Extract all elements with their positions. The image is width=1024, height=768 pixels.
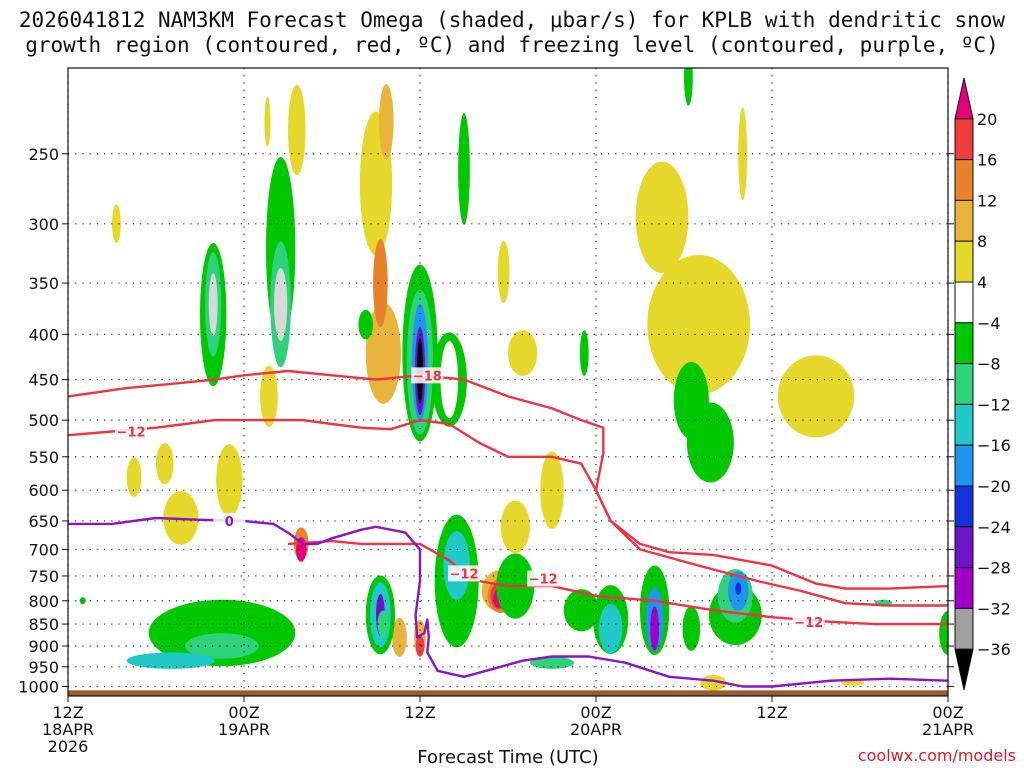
colorbar-seg-1 (955, 119, 973, 160)
omega-up-blob-22 (127, 457, 142, 497)
colorbar-seg-14 (955, 649, 973, 690)
x-tick-label-48-0: 12Z (756, 703, 787, 722)
colorbar-seg-10 (955, 486, 973, 527)
colorbar-seg-0 (955, 78, 973, 119)
x-tick-label-36-1: 20APR (570, 720, 622, 739)
y-tick-label-900: 900 (28, 637, 59, 656)
omega-down-blob-13 (687, 403, 734, 483)
colorbar-label-0: 20 (977, 110, 997, 129)
omega-down-blob-2 (274, 268, 287, 341)
colorbar-seg-13 (955, 608, 973, 649)
y-tick-label-950: 950 (28, 658, 59, 677)
colorbar-seg-3 (955, 200, 973, 241)
omega-shading (80, 49, 957, 690)
colorbar-seg-4 (955, 241, 973, 282)
colorbar-seg-12 (955, 568, 973, 609)
y-tick-label-500: 500 (28, 411, 59, 430)
omega-up-blob-12 (508, 330, 537, 376)
omega-down-blob-39 (377, 610, 389, 637)
omega-up-blob-13 (501, 501, 530, 553)
site-credit: coolwx.com/models (858, 746, 1016, 765)
omega-down-blob-38 (358, 310, 373, 340)
colorbar-label-8: −16 (977, 436, 1011, 455)
y-tick-label-600: 600 (28, 481, 59, 500)
terrain-fill (68, 690, 948, 696)
x-axis-label: Forecast Time (UTC) (417, 747, 598, 768)
omega-up-blob-11 (498, 241, 510, 303)
colorbar-label-10: −24 (977, 518, 1011, 537)
omega-up-blob-15 (636, 162, 689, 274)
contour-label-2-0: −12 (450, 567, 479, 582)
omega-up-blob-2 (216, 444, 242, 516)
contour-label-2-1: −12 (529, 573, 558, 588)
colorbar-label-1: 16 (977, 151, 997, 170)
y-tick-label-550: 550 (28, 448, 59, 467)
omega-down-blob-10 (458, 113, 470, 225)
colorbar-seg-6 (955, 323, 973, 364)
omega-up-blob-3 (264, 97, 270, 147)
cross-section-chart: −18 −12 −12 −12 −12 0 250 300 350 400 450 500 550 60… (0, 0, 1024, 768)
omega-up-blob-18 (778, 355, 854, 437)
colorbar-label-3: 8 (977, 232, 987, 251)
y-tick-label-700: 700 (28, 540, 59, 559)
y-tick-label-750: 750 (28, 567, 59, 586)
colorbar-label-7: −12 (977, 395, 1011, 414)
colorbar-label-9: −20 (977, 477, 1011, 496)
omega-down-blob-34 (735, 582, 741, 594)
omega-down-blob-17 (127, 652, 215, 668)
colorbar-label-13: −36 (977, 640, 1011, 659)
x-tick-label-12-1: 19APR (218, 720, 270, 739)
colorbar-label-5: −4 (977, 314, 1001, 333)
contour-label-3-0: 0 (225, 515, 234, 530)
x-tick-label-24-0: 12Z (404, 703, 435, 722)
colorbar-label-2: 12 (977, 191, 997, 210)
colorbar-seg-9 (955, 445, 973, 486)
omega-down-blob-11 (580, 330, 589, 376)
colorbar-label-6: −8 (977, 355, 1001, 374)
colorbar-label-12: −32 (977, 599, 1011, 618)
colorbar-label-4: 4 (977, 273, 987, 292)
y-tick-label-350: 350 (28, 274, 59, 293)
contour-label-2-2: −12 (794, 616, 823, 631)
omega-down-blob-26 (599, 604, 622, 653)
contour-label-0-0: −18 (413, 369, 442, 384)
omega-down-blob-14 (684, 49, 693, 105)
x-tick-label-0-2: 2026 (48, 737, 89, 756)
y-tick-label-450: 450 (28, 371, 59, 390)
y-tick-label-800: 800 (28, 592, 59, 611)
y-tick-label-250: 250 (28, 145, 59, 164)
omega-up-blob-5 (288, 85, 306, 175)
colorbar-seg-2 (955, 160, 973, 201)
contour-label-1-0: −12 (117, 425, 146, 440)
omega-up-blob-9 (379, 84, 394, 159)
colorbar-seg-8 (955, 404, 973, 445)
omega-up-blob-4 (260, 366, 278, 427)
omega-up-blob-21 (156, 443, 174, 484)
terrain-ground (68, 690, 948, 696)
x-tick-label-60-1: 21APR (922, 720, 974, 739)
colorbar-label-11: −28 (977, 559, 1011, 578)
colorbar-seg-11 (955, 527, 973, 568)
omega-down-blob-30 (683, 606, 701, 651)
y-tick-label-1000: 1000 (18, 678, 59, 697)
y-tick-label-650: 650 (28, 512, 59, 531)
omega-down-blob-29 (650, 606, 659, 651)
y-tick-label-400: 400 (28, 325, 59, 344)
y-tick-label-300: 300 (28, 215, 59, 234)
colorbar-seg-5 (955, 282, 973, 323)
y-tick-label-850: 850 (28, 615, 59, 634)
colorbar: 20 16 12 8 4 −4 −8 −12 −16 −20 −24 −28 −32 −36 (955, 78, 1011, 690)
colorbar-seg-7 (955, 364, 973, 405)
omega-down-blob-42 (209, 273, 218, 335)
